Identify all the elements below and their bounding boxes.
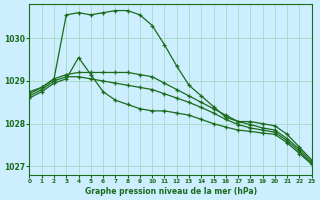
X-axis label: Graphe pression niveau de la mer (hPa): Graphe pression niveau de la mer (hPa) bbox=[84, 187, 257, 196]
